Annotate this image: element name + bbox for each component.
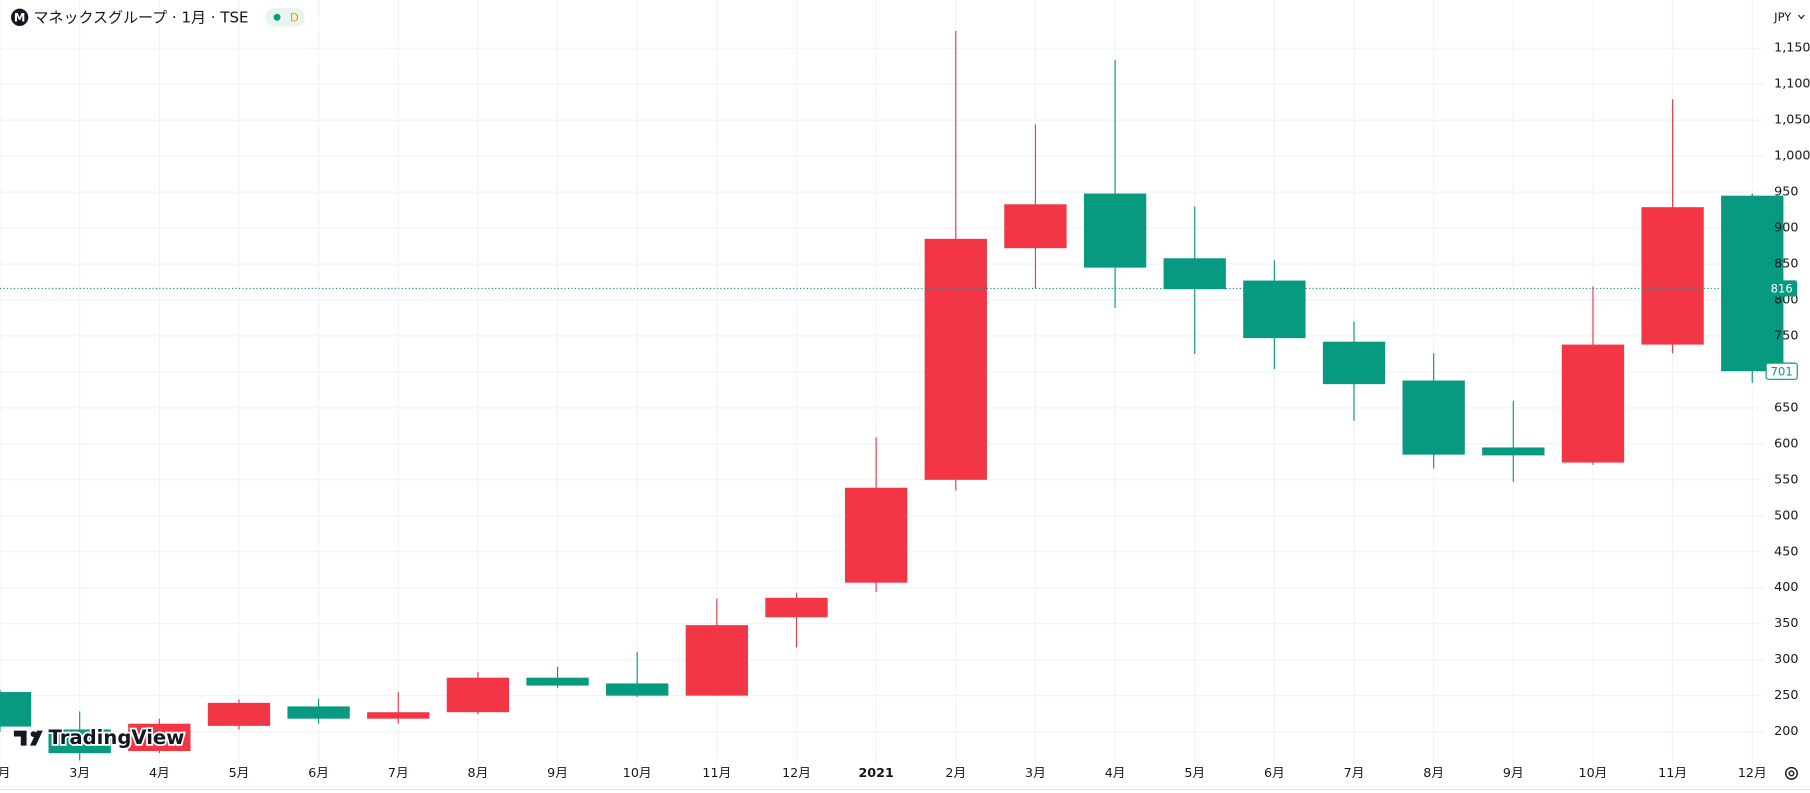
grid (0, 0, 1764, 765)
candle-body (128, 723, 191, 752)
candle-body (1402, 380, 1465, 455)
watermark-logo (13, 730, 43, 746)
candle-body (446, 677, 510, 713)
candle-body (765, 597, 828, 618)
y-tick-label: 1,100 (1774, 76, 1810, 91)
last-price-label: 701 (1771, 364, 1793, 378)
symbol-logo-letter: M (14, 10, 25, 24)
settings-icon[interactable] (1785, 766, 1798, 780)
market-status-badge[interactable] (265, 8, 305, 27)
x-tick-label: 6月 (308, 765, 329, 780)
candle-body (207, 702, 271, 726)
x-tick-label: 3月 (1025, 765, 1046, 780)
candle-body (1243, 280, 1306, 339)
gear-outer (1785, 766, 1798, 780)
x-tick-label: 4月 (1105, 765, 1126, 780)
candle-body (1322, 341, 1386, 385)
interval: 1月 (181, 8, 206, 26)
y-tick-label: 900 (1774, 220, 1798, 235)
candles (0, 30, 1784, 761)
x-tick-label: 11月 (702, 765, 731, 780)
y-tick-label: 350 (1774, 615, 1798, 630)
y-tick-label: 750 (1774, 327, 1798, 342)
symbol-title[interactable]: マネックスグループ · 1月 · TSE (34, 8, 249, 26)
x-tick-label: 3月 (69, 765, 90, 780)
candle-body (1163, 258, 1226, 290)
candle-body (606, 683, 669, 696)
candle-body (0, 692, 32, 727)
x-tick-label: 12月 (1738, 765, 1767, 780)
candle-body (367, 712, 430, 719)
y-tick-label: 450 (1774, 543, 1798, 558)
y-tick-label: 850 (1774, 256, 1798, 271)
x-tick-label: 4月 (149, 765, 170, 780)
badge-letter: D (290, 10, 299, 24)
candle-body (1083, 193, 1147, 268)
candle-body (685, 625, 749, 696)
symbol-name: マネックスグループ (34, 8, 168, 26)
exchange: TSE (219, 8, 248, 26)
x-tick-label: 6月 (1264, 765, 1285, 780)
x-tick-label: 10月 (623, 765, 652, 780)
candle-body (844, 487, 908, 583)
y-tick-label: 500 (1774, 507, 1798, 522)
watermark-logo-dot (30, 731, 37, 738)
currency-caret (1797, 14, 1805, 20)
x-tick-label: 2月 (0, 765, 10, 780)
separator: · (206, 8, 220, 26)
y-tick-label: 400 (1774, 579, 1798, 594)
y-tick-label: 650 (1774, 399, 1798, 414)
y-tick-label: 1,150 (1774, 40, 1810, 55)
separator: · (167, 8, 181, 26)
x-tick-label: 8月 (1423, 765, 1444, 780)
x-tick-label: 8月 (468, 765, 489, 780)
watermark: TradingView (13, 725, 186, 751)
gear-inner (1788, 770, 1795, 777)
y-tick-label: 200 (1774, 723, 1798, 738)
candle-body (1641, 207, 1704, 345)
candle-body (1561, 344, 1625, 463)
symbol-logo (10, 8, 29, 26)
x-tick-label: 10月 (1579, 765, 1608, 780)
y-tick-label: 600 (1774, 435, 1798, 450)
y-tick-label: 550 (1774, 471, 1798, 486)
candle-body (526, 677, 589, 686)
candle-body (1482, 447, 1545, 456)
x-tick-label: 7月 (388, 765, 409, 780)
x-tick-label: 9月 (1503, 765, 1524, 780)
candle-body (287, 706, 350, 719)
market-dot (273, 13, 281, 21)
x-tick-label: 12月 (782, 765, 811, 780)
x-tick-label: 11月 (1658, 765, 1687, 780)
watermark-text: TradingView (49, 726, 185, 749)
currency[interactable]: JPY (1773, 10, 1792, 24)
y-tick-label: 1,000 (1774, 148, 1810, 163)
x-tick-label: 2021 (858, 765, 893, 780)
last-price-label-bg (1765, 362, 1798, 380)
candle-body (48, 729, 111, 754)
x-tick-label: 5月 (1184, 765, 1205, 780)
candle-body (1004, 204, 1067, 249)
y-tick-label: 300 (1774, 651, 1798, 666)
price-line-label: 816 (1771, 282, 1793, 296)
x-tick-label: 5月 (229, 765, 250, 780)
x-tick-label: 9月 (547, 765, 568, 780)
price-line-label-bg (1766, 280, 1798, 297)
y-tick-label: 1,050 (1774, 112, 1810, 127)
x-tick-label: 7月 (1344, 765, 1365, 780)
y-tick-label: 950 (1774, 184, 1798, 199)
x-tick-label: 2月 (945, 765, 966, 780)
y-tick-label: 250 (1774, 687, 1798, 702)
candle-body (924, 238, 987, 480)
